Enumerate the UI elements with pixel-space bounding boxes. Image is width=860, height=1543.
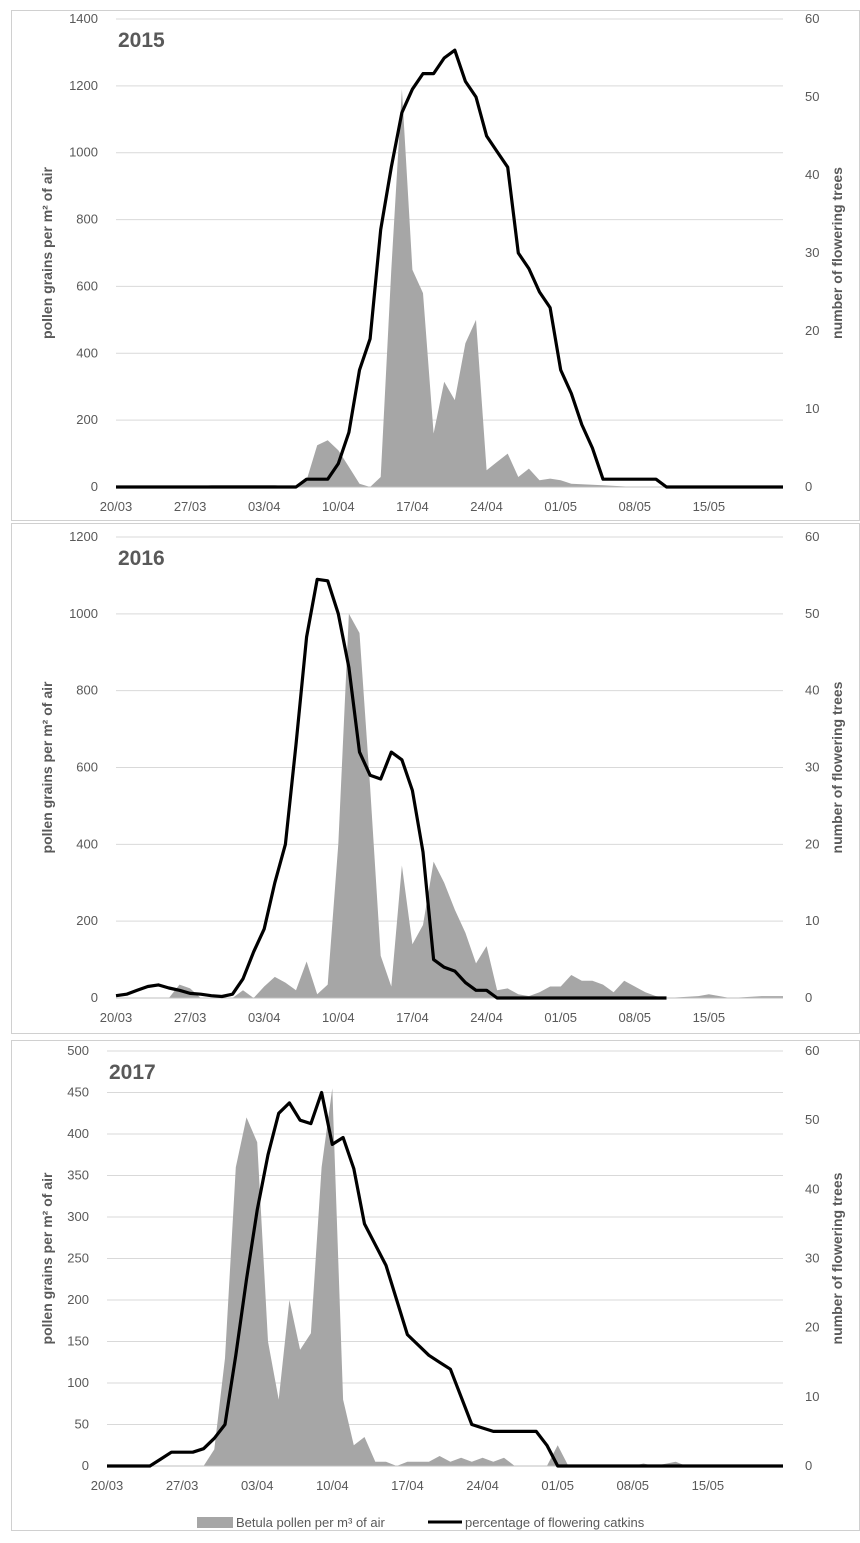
x-tick-label: 15/05 <box>693 1010 726 1025</box>
chart-title: 2016 <box>118 547 165 570</box>
x-tick-label: 24/04 <box>466 1478 499 1493</box>
y-tick-label: 50 <box>75 1417 89 1432</box>
x-tick-label: 08/05 <box>619 1010 652 1025</box>
x-tick-label: 01/05 <box>544 499 577 514</box>
y2-tick-label: 30 <box>805 760 819 775</box>
x-tick-label: 15/05 <box>692 1478 725 1493</box>
y-tick-label: 600 <box>76 278 98 293</box>
pollen-area-series <box>116 89 783 487</box>
y2-axis-title: number of flowering trees <box>829 1172 845 1344</box>
y2-axis-title: number of flowering trees <box>829 167 845 339</box>
x-tick-label: 17/04 <box>391 1478 424 1493</box>
y-tick-label: 1400 <box>69 11 98 26</box>
y-axis-title: pollen grains per m² of air <box>39 166 55 338</box>
x-tick-label: 27/03 <box>166 1478 199 1493</box>
legend-line-label: percentage of flowering catkins <box>465 1515 645 1530</box>
y2-tick-label: 50 <box>805 606 819 621</box>
y2-tick-label: 10 <box>805 401 819 416</box>
chart-2015: 0 200 400 600 800 1000 1200 1400 0 10 20 30 40 50 60 20… <box>39 11 845 514</box>
x-tick-label: 01/05 <box>541 1478 574 1493</box>
y-tick-label: 1200 <box>69 529 98 544</box>
y2-tick-label: 20 <box>805 1320 819 1335</box>
y-tick-label: 200 <box>67 1292 89 1307</box>
y-tick-label: 400 <box>67 1126 89 1141</box>
y2-tick-label: 30 <box>805 245 819 260</box>
x-tick-label: 10/04 <box>322 499 355 514</box>
y-axis-title: pollen grains per m² of air <box>39 1172 55 1344</box>
x-tick-label: 03/04 <box>241 1478 274 1493</box>
legend: Betula pollen per m³ of air percentage of… <box>197 1515 645 1530</box>
y2-axis-title: number of flowering trees <box>829 681 845 853</box>
y2-tick-label: 60 <box>805 1043 819 1058</box>
y-tick-label: 800 <box>76 212 98 227</box>
x-tick-label: 27/03 <box>174 1010 207 1025</box>
y-tick-label: 300 <box>67 1209 89 1224</box>
y2-tick-label: 20 <box>805 836 819 851</box>
y-tick-label: 350 <box>67 1168 89 1183</box>
x-tick-label: 08/05 <box>617 1478 650 1493</box>
legend-area-swatch <box>197 1517 233 1528</box>
pollen-area-series <box>116 613 783 998</box>
x-tick-label: 20/03 <box>100 499 133 514</box>
y-tick-label: 0 <box>91 479 98 494</box>
chart-2017: 0 50 100 150 200 250 300 350 400 450 500 0 10 20 30 40 5… <box>39 1043 845 1493</box>
chart-2016: 0 200 400 600 800 1000 1200 0 10 20 30 40 50 60 20/03 2… <box>39 529 845 1025</box>
y-tick-label: 600 <box>76 760 98 775</box>
y2-tick-label: 30 <box>805 1251 819 1266</box>
y-tick-label: 200 <box>76 412 98 427</box>
y-tick-label: 150 <box>67 1334 89 1349</box>
flowering-line-series <box>107 1090 783 1468</box>
y-tick-label: 400 <box>76 345 98 360</box>
panel-frame-3 <box>11 1040 860 1531</box>
y-tick-label: 1200 <box>69 78 98 93</box>
x-tick-label: 10/04 <box>322 1010 355 1025</box>
x-tick-label: 15/05 <box>693 499 726 514</box>
x-tick-label: 10/04 <box>316 1478 349 1493</box>
x-tick-label: 03/04 <box>248 1010 281 1025</box>
y2-tick-label: 60 <box>805 529 819 544</box>
y2-tick-label: 10 <box>805 913 819 928</box>
y2-tick-label: 60 <box>805 11 819 26</box>
x-tick-label: 17/04 <box>396 1010 429 1025</box>
y-tick-label: 1000 <box>69 145 98 160</box>
x-tick-label: 20/03 <box>91 1478 124 1493</box>
x-tick-label: 08/05 <box>619 499 652 514</box>
y-axis-title: pollen grains per m² of air <box>39 681 55 853</box>
x-tick-label: 24/04 <box>470 499 503 514</box>
x-tick-label: 17/04 <box>396 499 429 514</box>
y2-tick-label: 0 <box>805 990 812 1005</box>
chart-title: 2017 <box>109 1061 156 1084</box>
flowering-line-series <box>116 48 783 489</box>
flowering-line-series <box>115 577 667 1000</box>
pollen-area-series <box>107 1088 783 1466</box>
y-tick-label: 450 <box>67 1085 89 1100</box>
x-tick-label: 03/04 <box>248 499 281 514</box>
y2-tick-label: 0 <box>805 1458 812 1473</box>
y2-tick-label: 40 <box>805 1181 819 1196</box>
chart-title: 2015 <box>118 29 165 52</box>
y2-tick-label: 20 <box>805 323 819 338</box>
y2-tick-label: 50 <box>805 89 819 104</box>
legend-area-label: Betula pollen per m³ of air <box>236 1515 386 1530</box>
y-tick-label: 0 <box>82 1458 89 1473</box>
y2-tick-label: 50 <box>805 1112 819 1127</box>
y-tick-label: 0 <box>91 990 98 1005</box>
x-tick-label: 01/05 <box>544 1010 577 1025</box>
x-tick-label: 20/03 <box>100 1010 133 1025</box>
y2-tick-label: 10 <box>805 1389 819 1404</box>
y-tick-label: 200 <box>76 913 98 928</box>
y-tick-label: 500 <box>67 1043 89 1058</box>
x-tick-label: 27/03 <box>174 499 207 514</box>
y2-tick-label: 40 <box>805 683 819 698</box>
y2-tick-label: 0 <box>805 479 812 494</box>
y-tick-label: 250 <box>67 1251 89 1266</box>
y-tick-label: 800 <box>76 683 98 698</box>
y-tick-label: 400 <box>76 836 98 851</box>
x-tick-label: 24/04 <box>470 1010 503 1025</box>
y-tick-label: 100 <box>67 1375 89 1390</box>
y2-tick-label: 40 <box>805 167 819 182</box>
y-tick-label: 1000 <box>69 606 98 621</box>
